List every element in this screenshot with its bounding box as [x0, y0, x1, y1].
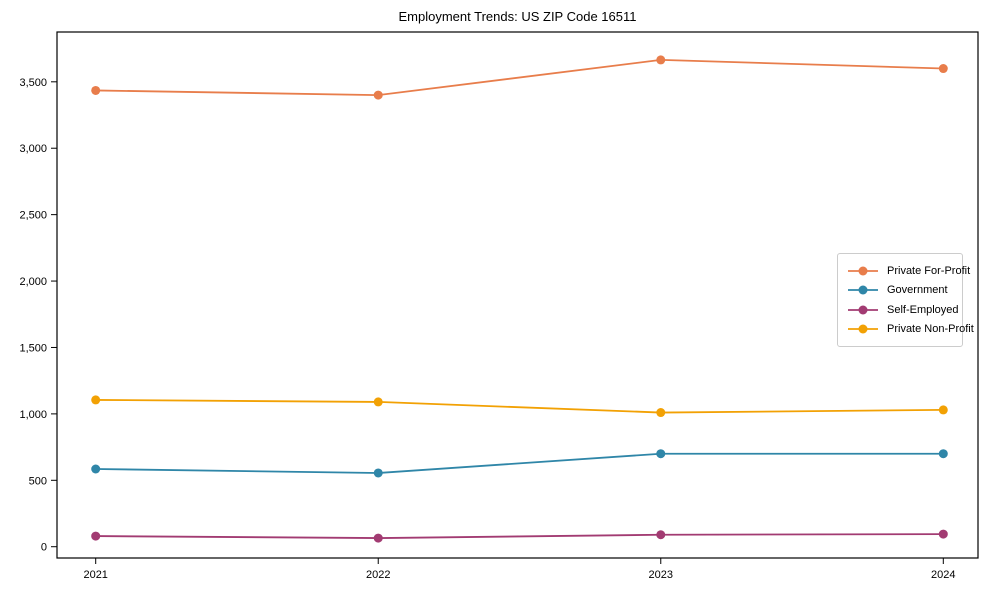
series-line-private-for-profit: [95, 58, 944, 96]
y-axis-tick-label: 1,000: [19, 409, 47, 421]
legend-marker-line-dot-icon: [848, 324, 878, 334]
y-axis-tick-label: 2,500: [19, 210, 47, 222]
data-point: [373, 468, 383, 478]
y-axis-tick-label: 1,500: [19, 342, 47, 354]
series-line-self-employed: [95, 533, 944, 539]
y-axis-tick-label: 3,000: [19, 143, 47, 155]
data-point: [938, 449, 948, 459]
legend-item-self-employed: Self-Employed: [847, 300, 959, 320]
data-point: [938, 64, 948, 74]
data-point: [938, 529, 948, 539]
data-point: [938, 405, 948, 415]
data-point: [91, 85, 101, 95]
y-axis-tick-label: 2,000: [19, 276, 47, 288]
y-axis-tick-label: 3,500: [19, 77, 47, 89]
x-axis-tick-label: 2022: [366, 569, 390, 581]
data-point: [656, 530, 666, 540]
x-axis-tick-label: 2024: [931, 569, 955, 581]
legend-label: Private Non-Profit: [887, 323, 974, 336]
legend-marker-line-dot-icon: [848, 266, 878, 276]
data-point: [91, 395, 101, 405]
data-point: [656, 55, 666, 65]
legend-label: Government: [887, 284, 948, 297]
legend-marker-line-dot-icon: [848, 305, 878, 315]
plot-border: [56, 31, 979, 559]
chart-legend: Private For-Profit Government Self-Emplo…: [837, 253, 974, 347]
data-point: [373, 533, 383, 543]
data-point: [373, 397, 383, 407]
legend-label: Private For-Profit: [887, 264, 971, 277]
data-point: [656, 449, 666, 459]
legend-item-private-for-profit: Private For-Profit: [847, 261, 970, 281]
legend-label: Self-Employed: [887, 303, 959, 316]
y-axis-tick-label: 500: [29, 475, 47, 487]
x-axis-tick-label: 2021: [83, 569, 107, 581]
legend-item-government: Government: [847, 281, 954, 301]
data-point: [656, 408, 666, 418]
data-point: [91, 464, 101, 474]
series-line-government: [95, 452, 944, 474]
legend-item-private-non-profit: Private Non-Profit: [847, 320, 974, 340]
x-axis-tick-label: 2023: [649, 569, 673, 581]
legend-marker-line-dot-icon: [848, 285, 878, 295]
data-point: [373, 90, 383, 100]
chart-title: Employment Trends: US ZIP Code 16511: [398, 9, 637, 24]
data-point: [91, 531, 101, 541]
y-axis-tick-label: 0: [41, 542, 47, 554]
series-line-private-non-profit: [95, 399, 944, 414]
